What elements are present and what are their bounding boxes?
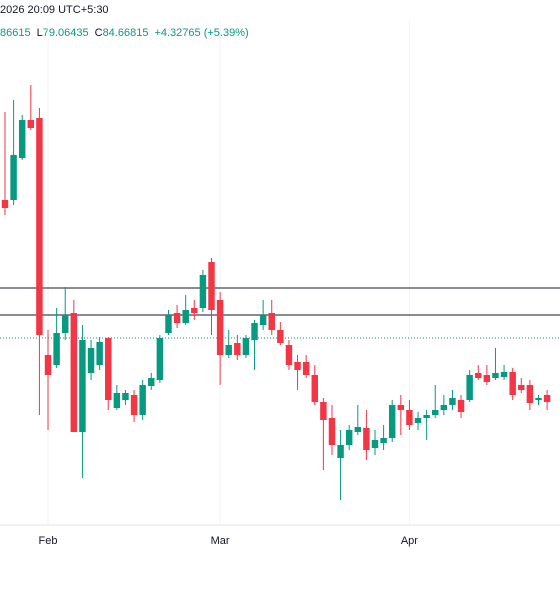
header-datetime: 2026 20:09 UTC+5:30: [0, 4, 109, 16]
candle-body: [251, 323, 258, 340]
candle-body: [268, 313, 275, 330]
candle-body: [225, 345, 232, 355]
candle-body: [337, 445, 344, 458]
candle-body: [165, 315, 172, 333]
candle-body: [44, 355, 52, 375]
candle-body: [526, 385, 534, 403]
candle-body: [345, 430, 353, 445]
close-label: C: [94, 27, 103, 39]
candle-body: [457, 400, 465, 412]
candle-body: [191, 308, 198, 313]
candle-body: [156, 338, 164, 380]
candle-body: [122, 393, 129, 400]
candle-body: [216, 300, 224, 355]
candle-body: [79, 340, 86, 432]
candle-body: [27, 120, 35, 128]
candle-body: [113, 393, 121, 408]
candle-body: [397, 405, 405, 410]
low-value: 79.06435: [42, 27, 89, 39]
candle-body: [87, 348, 95, 373]
change: +4.32765 (+5.39%): [154, 27, 249, 39]
candle-body: [543, 395, 551, 402]
candle-body: [18, 120, 26, 158]
candle-body: [105, 338, 112, 400]
candle-body: [242, 338, 250, 355]
candle-body: [70, 313, 78, 432]
candle-body: [311, 375, 318, 402]
candle-body: [466, 375, 473, 400]
candle-body: [440, 405, 448, 410]
candle-body: [148, 378, 155, 386]
candle-body: [535, 398, 542, 400]
candle-body: [406, 410, 413, 425]
candle-body: [130, 395, 138, 415]
close-value: 84.66815: [102, 27, 149, 39]
candle-body: [208, 262, 215, 310]
candle-body: [483, 375, 491, 382]
candle-body: [199, 275, 207, 308]
candle-body: [500, 372, 508, 377]
x-tick-label: Apr: [401, 535, 418, 547]
candle-body: [139, 385, 146, 415]
candle-body: [234, 343, 241, 355]
header-ohlc: 86615 L 79.06435 C 84.66815 +4.32765 (+5.3…: [0, 27, 249, 39]
candle-body: [432, 410, 439, 415]
candle-body: [492, 373, 499, 378]
candle-body: [285, 345, 293, 365]
candle-body: [380, 438, 387, 443]
candle-body: [328, 418, 336, 445]
candle-body: [96, 342, 103, 365]
candle-body: [294, 362, 301, 370]
candle-body: [36, 118, 43, 335]
candle-body: [277, 330, 284, 343]
candle-body: [363, 428, 370, 450]
candle-body: [423, 415, 430, 418]
low-label: L: [36, 27, 43, 39]
candle-body: [320, 402, 327, 420]
candle-body: [475, 373, 482, 378]
candle-body: [518, 385, 525, 390]
x-tick-label: Feb: [39, 535, 58, 547]
candle-body: [61, 315, 69, 333]
candle-body: [388, 405, 396, 438]
x-tick-label: Mar: [211, 535, 230, 547]
candle-body: [259, 315, 267, 325]
candle-body: [371, 440, 379, 448]
candle-body: [1, 200, 9, 208]
candle-body: [182, 310, 189, 323]
candle-body: [449, 398, 456, 405]
candle-body: [354, 427, 362, 432]
candle-body: [173, 313, 181, 323]
candle-body: [302, 362, 310, 375]
candle-body: [10, 155, 17, 200]
open-fragment: 86615: [0, 27, 31, 39]
candle-body: [509, 372, 516, 395]
candle-body: [414, 418, 422, 423]
candle-body: [53, 333, 60, 365]
